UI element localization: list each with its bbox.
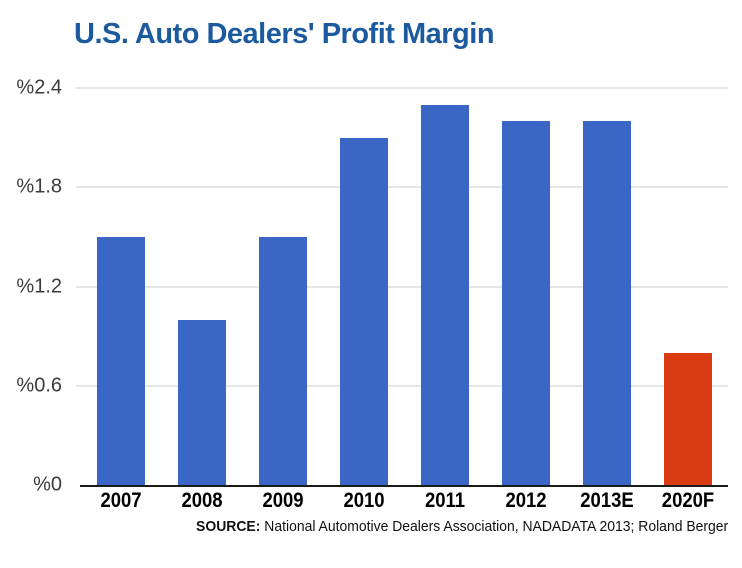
x-axis-label-2010: 2010 — [342, 489, 385, 512]
y-axis-tick-label: %0 — [33, 473, 62, 496]
x-axis-label-2007: 2007 — [99, 489, 142, 512]
x-axis-label-2013E: 2013E — [579, 489, 634, 512]
bar-2011 — [420, 104, 469, 485]
source-line: SOURCE: National Automotive Dealers Asso… — [196, 518, 728, 535]
x-axis-label-2008: 2008 — [180, 489, 223, 512]
y-axis-tick-label: %1.8 — [16, 175, 62, 198]
bar-2007 — [96, 236, 145, 485]
gridline-%1.8 — [76, 186, 728, 188]
bar-2013E — [582, 121, 631, 485]
x-axis-label-2011: 2011 — [424, 489, 465, 512]
bar-2009 — [258, 236, 307, 485]
bar-2008 — [177, 319, 226, 485]
chart-title: U.S. Auto Dealers' Profit Margin — [74, 18, 495, 50]
x-axis-label-2012: 2012 — [504, 489, 547, 512]
bar-2020F — [663, 352, 712, 485]
source-text: National Automotive Dealers Association,… — [260, 518, 728, 535]
y-axis-tick-label: %2.4 — [16, 76, 62, 99]
x-axis-label-2009: 2009 — [261, 489, 304, 512]
gridline-%2.4 — [76, 87, 728, 89]
y-axis-tick-label: %1.2 — [16, 275, 62, 297]
y-axis-tick-label: %0.6 — [16, 374, 62, 397]
source-label: SOURCE: — [195, 518, 261, 535]
bar-2010 — [339, 137, 388, 485]
plot-area: %0 %0.6 %1.2 %1.8 %2.4 2007 2008 2009 2010 2011 20… — [16, 77, 728, 512]
gridline-%0.6 — [76, 385, 728, 387]
x-axis-label-2020F: 2020F — [661, 489, 714, 512]
gridline-%1.2 — [76, 286, 728, 287]
bar-2012 — [501, 121, 550, 485]
